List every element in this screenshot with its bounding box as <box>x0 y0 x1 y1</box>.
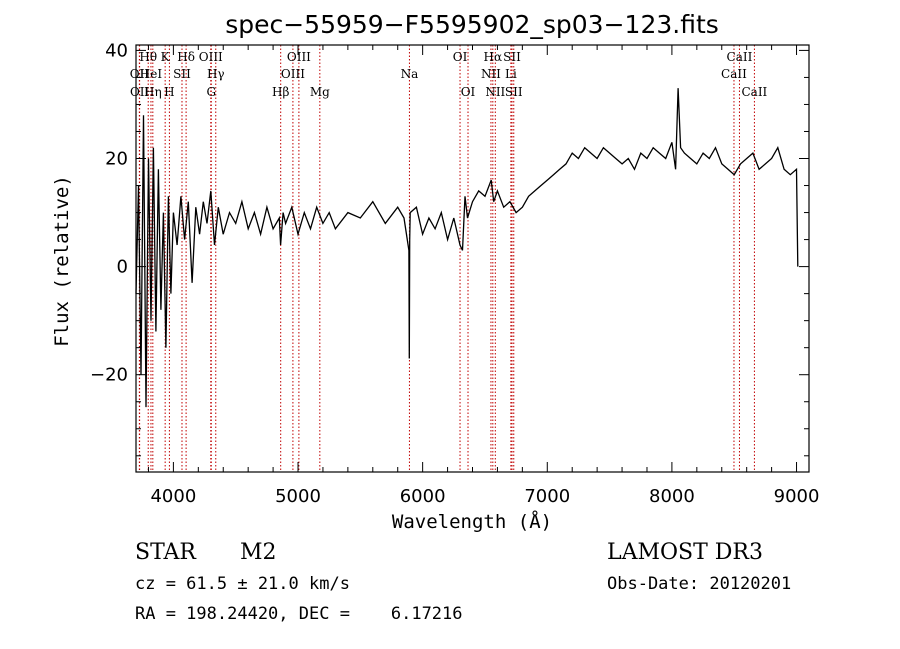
emission-line-label-25: CaII <box>721 67 747 81</box>
plot-frame <box>135 44 810 473</box>
coordinates: RA = 198.24420, DEC = 6.17216 <box>135 604 463 624</box>
observation-date: Obs-Date: 20120201 <box>607 574 791 594</box>
emission-line-label-17: OI <box>453 50 468 64</box>
emission-line-label-16: Na <box>401 67 419 81</box>
x-tick-label-5: 9000 <box>774 486 820 507</box>
x-axis-ticks: 4000 5000 6000 7000 8000 9000 <box>147 45 820 507</box>
emission-line-label-8: Hδ <box>177 50 195 64</box>
emission-line-label-9: OIII <box>199 50 223 64</box>
y-tick-label-1: 20 <box>105 149 128 170</box>
y-tick-label-0: 40 <box>105 40 128 61</box>
chart-title: spec−55959−F5595902_sp03−123.fits <box>225 10 719 39</box>
emission-line-label-2: Hθ <box>139 50 157 64</box>
emission-line-label-5: K <box>161 50 171 64</box>
emission-line-label-1: OII <box>130 85 150 99</box>
x-tick-label-3: 7000 <box>524 486 570 507</box>
emission-line-label-19: Hα <box>484 50 503 64</box>
survey-name: LAMOST DR3 <box>607 540 763 565</box>
emission-line-label-11: G <box>206 85 216 99</box>
emission-line-label-12: Hβ <box>272 85 289 99</box>
x-tick-label-4: 8000 <box>649 486 695 507</box>
emission-line-label-6: H <box>164 85 174 99</box>
x-axis-label: Wavelength (Å) <box>392 510 552 533</box>
emission-line-labels: OII OII Hθ HeI Hη K H SII Hδ OIII Hγ G Hβ OIII OIII Mg N… <box>130 50 768 99</box>
emission-line-label-10: Hγ <box>207 67 225 81</box>
emission-line-label-13: OIII <box>281 67 305 81</box>
object-subclass: M2 <box>240 540 277 565</box>
redshift-value: cz = 61.5 ± 21.0 km/s <box>135 574 350 594</box>
y-axis-ticks: 40 20 0 −20 <box>90 40 809 457</box>
emission-line-label-22: SII <box>503 50 521 64</box>
y-axis-label: Flux (relative) <box>51 175 73 347</box>
spectrum-line <box>135 88 799 408</box>
emission-line-label-23: Li <box>505 67 517 81</box>
emission-line-label-3: HeI <box>140 67 163 81</box>
x-tick-label-0: 4000 <box>150 486 196 507</box>
x-tick-label-2: 6000 <box>400 486 446 507</box>
y-tick-label-3: −20 <box>90 365 128 386</box>
y-tick-label-2: 0 <box>117 257 128 278</box>
emission-line-label-18: OI <box>461 85 476 99</box>
emission-line-label-7: SII <box>173 67 191 81</box>
emission-line-label-20: NII <box>481 67 501 81</box>
emission-line-label-21: NII <box>485 85 505 99</box>
emission-line-label-27: CaII <box>741 85 767 99</box>
x-tick-label-1: 5000 <box>275 486 321 507</box>
emission-line-label-15: Mg <box>310 85 330 99</box>
emission-line-label-14: OIII <box>287 50 311 64</box>
emission-line-label-0: OII <box>130 67 150 81</box>
emission-line-label-4: Hη <box>144 85 162 99</box>
emission-line-label-26: CaII <box>727 50 753 64</box>
emission-line-label-24: SII <box>505 85 523 99</box>
emission-line-markers <box>138 45 755 472</box>
object-class: STAR <box>135 540 197 565</box>
